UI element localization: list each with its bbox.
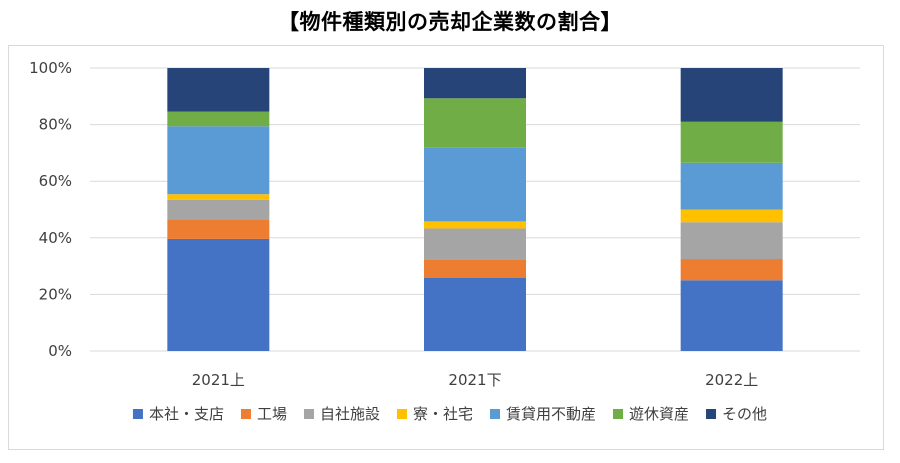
- bar-segment: [167, 68, 270, 112]
- x-tick-label: 2021下: [448, 371, 501, 389]
- bar-segment: [167, 194, 270, 200]
- legend-swatch: [706, 409, 717, 419]
- bar-segment: [167, 238, 270, 351]
- bar-segment: [680, 209, 783, 223]
- legend-label: 遊休資産: [629, 405, 689, 423]
- legend-label: 賃貸用不動産: [506, 405, 596, 423]
- bar-segment: [424, 147, 526, 222]
- bar-segment: [680, 222, 783, 260]
- chart-title: 【物件種類別の売却企業数の割合】: [278, 10, 622, 34]
- legend-swatch: [132, 409, 143, 419]
- legend-swatch: [303, 409, 314, 419]
- legend-swatch: [613, 409, 624, 419]
- bar-segment: [424, 221, 526, 229]
- legend-label: 工場: [257, 405, 287, 423]
- bar-segment: [424, 277, 526, 351]
- bar-segment: [167, 126, 270, 195]
- y-tick-label: 80%: [39, 116, 72, 134]
- bar-segment: [680, 162, 783, 210]
- y-tick-label: 0%: [48, 342, 72, 360]
- bar-segment: [167, 219, 270, 239]
- bar-segment: [680, 280, 783, 351]
- legend-swatch: [396, 409, 407, 419]
- bar-segment: [424, 68, 526, 99]
- y-tick-label: 20%: [39, 285, 72, 303]
- chart-frame: [8, 45, 884, 450]
- bar-segment: [167, 199, 270, 220]
- bar-segment: [680, 121, 783, 163]
- bar-segment: [424, 259, 526, 278]
- bars: [167, 68, 783, 351]
- y-axis-ticks: 0% 20% 40% 60% 80% 100%: [29, 59, 72, 360]
- x-tick-label: 2022上: [705, 371, 758, 389]
- bar-segment: [424, 98, 526, 148]
- bar-segment: [680, 259, 783, 281]
- legend-label: その他: [722, 405, 767, 423]
- y-tick-label: 60%: [39, 172, 72, 190]
- bar-segment: [680, 68, 783, 122]
- legend: 本社・支店 工場 自社施設 寮・社宅 賃貸用不動産 遊休資産 その他: [132, 405, 767, 423]
- x-tick-label: 2021上: [192, 371, 245, 389]
- y-tick-label: 100%: [29, 59, 72, 77]
- y-tick-label: 40%: [39, 229, 72, 247]
- legend-swatch: [240, 409, 251, 419]
- bar-segment: [424, 228, 526, 260]
- x-axis-ticks: 2021上 2021下 2022上: [192, 371, 759, 389]
- legend-swatch: [490, 409, 501, 419]
- legend-label: 寮・社宅: [413, 405, 473, 423]
- bar-segment: [167, 111, 270, 127]
- legend-label: 本社・支店: [149, 405, 224, 423]
- legend-label: 自社施設: [320, 405, 380, 423]
